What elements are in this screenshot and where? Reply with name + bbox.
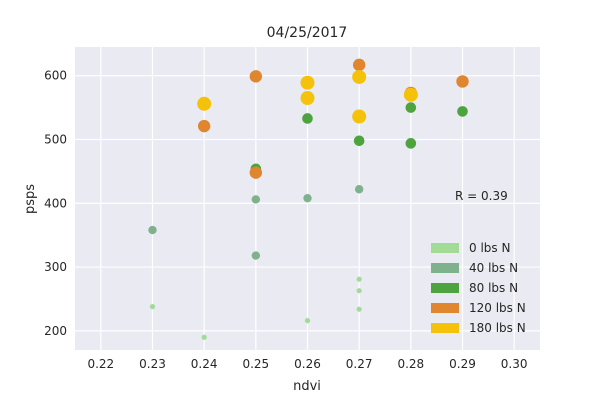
data-point [148, 225, 157, 235]
data-point [352, 109, 367, 124]
legend-label: 0 lbs N [469, 241, 510, 255]
x-tick-label: 0.25 [242, 357, 269, 371]
y-tick-label: 300 [44, 260, 67, 274]
legend-label: 180 lbs N [469, 321, 526, 335]
data-point [354, 185, 364, 194]
data-point [405, 102, 417, 113]
data-point [201, 334, 207, 340]
data-point [249, 70, 263, 83]
correlation-annotation: R = 0.39 [455, 189, 508, 203]
x-tick-label: 0.26 [294, 357, 321, 371]
data-point [457, 106, 468, 117]
legend-swatch [431, 263, 459, 273]
data-point [300, 75, 315, 90]
legend-swatch [431, 323, 459, 333]
x-tick-label: 0.23 [139, 357, 166, 371]
data-points [148, 58, 469, 340]
x-tick-label: 0.24 [191, 357, 218, 371]
data-point [300, 91, 315, 106]
legend-label: 120 lbs N [469, 301, 526, 315]
legend-label: 40 lbs N [469, 261, 518, 275]
legend-label: 80 lbs N [469, 281, 518, 295]
x-tick-label: 0.22 [87, 357, 114, 371]
chart-title: 04/25/2017 [267, 25, 348, 41]
x-tick-label: 0.29 [449, 357, 476, 371]
data-point [356, 276, 362, 282]
data-point [197, 96, 212, 111]
y-tick-label: 500 [44, 132, 67, 146]
x-tick-labels: 0.22 0.23 0.24 0.25 0.26 0.27 0.28 0.29 0.30 [87, 357, 527, 371]
data-point [251, 195, 261, 204]
legend: 0 lbs N 40 lbs N 80 lbs N 120 lbs N 180 lbs … [431, 241, 526, 335]
data-point [251, 251, 261, 260]
x-tick-label: 0.27 [346, 357, 373, 371]
y-tick-labels: 200 300 400 500 600 [44, 69, 67, 338]
data-point [353, 135, 365, 147]
x-axis-label: ndvi [293, 379, 321, 394]
data-point [405, 138, 417, 149]
y-tick-label: 200 [44, 324, 67, 338]
legend-swatch [431, 243, 459, 253]
data-point [352, 58, 366, 72]
data-point [304, 318, 311, 324]
data-point [352, 69, 367, 84]
data-point [403, 87, 418, 102]
data-point [149, 304, 156, 310]
legend-swatch [431, 303, 459, 313]
y-tick-label: 400 [44, 196, 67, 210]
data-point [456, 75, 469, 88]
data-point [197, 119, 211, 133]
data-point [303, 193, 312, 203]
y-axis-label: psps [23, 184, 38, 214]
y-tick-label: 600 [44, 69, 67, 83]
x-tick-label: 0.30 [501, 357, 528, 371]
x-tick-label: 0.28 [397, 357, 424, 371]
data-point [302, 113, 313, 124]
legend-swatch [431, 283, 459, 293]
data-point [356, 306, 362, 312]
data-point [356, 288, 362, 294]
data-point [249, 166, 263, 179]
